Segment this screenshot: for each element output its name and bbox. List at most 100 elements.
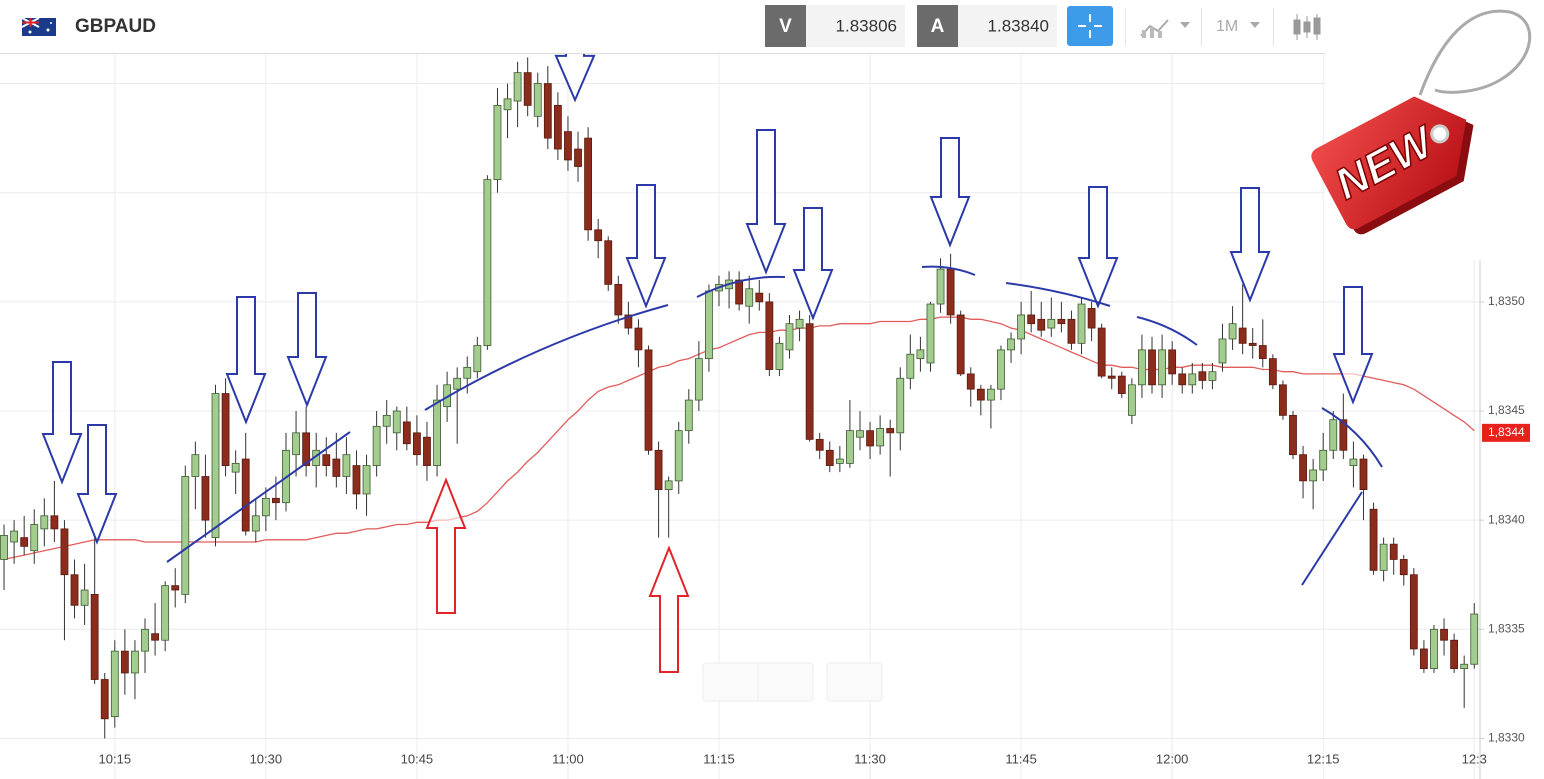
sell-button[interactable]	[765, 5, 806, 47]
reset-button[interactable]	[826, 662, 883, 702]
candle-body	[533, 83, 542, 117]
crosshair-button[interactable]	[1067, 6, 1113, 46]
buy-button[interactable]	[917, 5, 958, 47]
candle-body	[171, 585, 180, 591]
last-price-label: 1,8344	[1488, 425, 1525, 439]
candle-body	[513, 72, 522, 102]
candle-body	[302, 432, 311, 466]
trend-line	[166, 431, 351, 563]
candle-body	[1359, 458, 1368, 490]
indicator-button[interactable]	[1140, 19, 1190, 38]
candle-body	[876, 428, 885, 447]
x-tick-label: 11:30	[854, 751, 886, 766]
candle-body	[543, 83, 552, 139]
down-arrow	[929, 137, 971, 248]
candle-body	[1399, 559, 1408, 576]
candle-body	[624, 314, 633, 329]
candle-body	[926, 303, 935, 364]
candle-body	[161, 585, 170, 641]
candle-body	[936, 268, 945, 305]
candle-body	[815, 438, 824, 451]
candle-body	[231, 462, 240, 473]
candle-body	[1228, 323, 1237, 340]
x-tick-label: 10:30	[250, 751, 283, 766]
new-badge: NEW	[1311, 0, 1544, 260]
candle-body	[1027, 314, 1036, 325]
candle-body	[463, 366, 472, 379]
candle-body	[976, 388, 985, 401]
down-arrow	[1332, 286, 1374, 405]
candle-body	[614, 283, 623, 316]
candle-body	[433, 399, 441, 466]
candle-body	[372, 425, 381, 466]
x-tick-label: 11:45	[1005, 751, 1037, 766]
candle-body	[362, 465, 371, 495]
candle-body	[1117, 375, 1126, 394]
candle-body	[664, 480, 673, 490]
candle-body	[1188, 373, 1197, 386]
candle-body	[70, 574, 79, 606]
candle-body	[503, 98, 512, 111]
header-bg	[0, 0, 1325, 53]
candle-body	[916, 349, 925, 360]
candle-body	[846, 430, 854, 464]
header: GBPAUD V 1.83806 A 1.83840 1M	[0, 0, 1325, 54]
trend-line	[921, 265, 976, 276]
badge-hole	[1430, 124, 1450, 144]
candle-body	[1218, 338, 1227, 364]
chart-type-button[interactable]	[1293, 14, 1321, 40]
candle-body	[1309, 469, 1318, 482]
y-tick-label: 1,8335	[1488, 621, 1525, 635]
candle-body	[1087, 308, 1096, 329]
candle-body	[211, 393, 220, 539]
candle-body	[1440, 628, 1448, 641]
timeframe[interactable]: 1M	[1216, 18, 1238, 35]
candle-body	[342, 454, 351, 477]
sell-price-box[interactable]	[806, 5, 905, 47]
candle-body	[1138, 349, 1146, 386]
candle-body	[120, 650, 129, 674]
down-arrow	[76, 424, 118, 545]
moving-average	[3, 316, 1475, 561]
candle-body	[1279, 384, 1287, 416]
candle-body	[594, 229, 603, 242]
candle-body	[634, 327, 643, 351]
candle-body	[1148, 349, 1156, 386]
candle-body	[292, 432, 300, 456]
candle-body	[1319, 449, 1328, 471]
candle-body	[1289, 414, 1297, 456]
candle-body	[835, 458, 844, 464]
candle-body	[382, 414, 391, 427]
candle-body	[352, 465, 361, 495]
buy-price-box[interactable]	[958, 5, 1057, 47]
trend-line	[1321, 407, 1383, 468]
candle-body	[946, 268, 955, 316]
candle-body	[1420, 648, 1428, 669]
candle-body	[131, 650, 139, 674]
candle-body	[1339, 419, 1348, 451]
sell-label: V	[779, 16, 792, 37]
candle-body	[1168, 349, 1177, 375]
candle-body	[473, 345, 482, 373]
candle-body	[956, 314, 965, 375]
candle-body	[272, 497, 280, 504]
candle-body	[1158, 349, 1166, 386]
candle-body	[332, 458, 341, 477]
candle-body	[151, 633, 159, 641]
buy-price: 1.83840	[988, 16, 1049, 35]
candle-body	[50, 515, 59, 530]
trend-line	[696, 275, 786, 298]
buy-label: A	[931, 16, 945, 37]
candle-body	[1299, 454, 1307, 482]
candle-body	[785, 323, 794, 351]
candle-body	[795, 318, 804, 329]
up-arrow	[648, 545, 690, 673]
x-tick-label: 12:3	[1462, 751, 1487, 766]
candle-body	[1369, 508, 1378, 571]
candle-body	[493, 104, 502, 181]
candle-body	[1409, 574, 1418, 650]
candle-body	[90, 593, 99, 680]
candle-body	[0, 535, 8, 560]
candle-body	[80, 589, 89, 606]
